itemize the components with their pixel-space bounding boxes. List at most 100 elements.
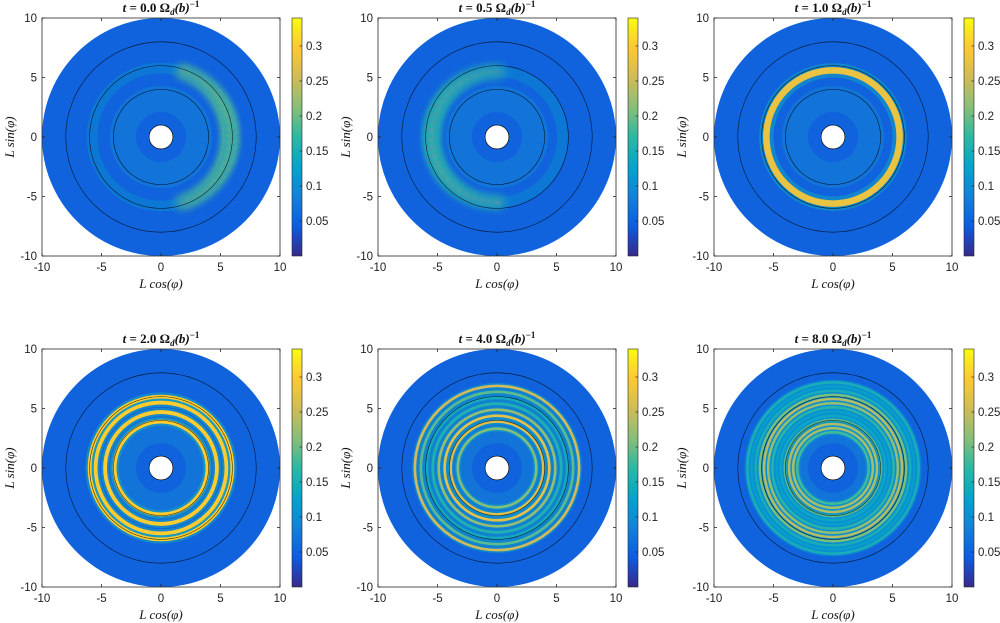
panel-6: -10-10 -5 -5 0 0 5 5 10 10 L cos(φ) L sin(φ) t = 8.… xyxy=(674,330,1000,622)
ambient-band xyxy=(445,85,549,189)
contour-line xyxy=(425,65,569,209)
colorbar-tick-label: 0.25 xyxy=(306,407,328,419)
x-tick-label: 0 xyxy=(494,262,500,274)
x-tick-label: -10 xyxy=(370,593,387,605)
x-tick-label: -5 xyxy=(768,262,778,274)
y-tick-label: 5 xyxy=(31,404,37,416)
contour-line xyxy=(785,420,881,516)
panel-2: -10-10 -5 -5 0 0 5 5 10 10 L cos(φ) L sin(φ) t = 0.… xyxy=(338,0,664,291)
colorbar-tick-label: 0.2 xyxy=(306,111,322,123)
y-tick-label: -5 xyxy=(27,192,37,204)
y-tick-label: -10 xyxy=(356,582,373,594)
y-tick-label: -5 xyxy=(363,192,373,204)
y-axis-label: L sin(φ) xyxy=(674,116,689,158)
contour-line xyxy=(449,89,545,185)
ring xyxy=(413,384,581,552)
y-tick-label: 10 xyxy=(24,344,37,356)
colorbar-tick-label: 0.25 xyxy=(978,407,1000,419)
ring xyxy=(103,410,219,526)
x-tick-label: 5 xyxy=(553,593,559,605)
panel-title: t = 1.0 Ωd(b)−1 xyxy=(795,0,872,17)
contour-line xyxy=(89,65,233,209)
colorbar-tick-label: 0.05 xyxy=(978,547,1000,559)
contour-line xyxy=(401,41,593,233)
colorbar-tick-label: 0.1 xyxy=(978,512,994,524)
colorbar-tick-label: 0.2 xyxy=(978,111,994,123)
contour-line xyxy=(113,420,209,516)
y-tick-label: -10 xyxy=(356,251,373,263)
contour-line xyxy=(737,41,929,233)
colorbar-tick-label: 0.2 xyxy=(642,111,658,123)
crescent-trail xyxy=(426,66,568,208)
x-tick-label: 10 xyxy=(274,262,287,274)
y-tick-label: -10 xyxy=(692,251,709,263)
panel-title: t = 2.0 Ωd(b)−1 xyxy=(123,330,200,348)
colorbar-tick-label: 0.15 xyxy=(642,477,664,489)
ring xyxy=(443,414,551,522)
panel-title: t = 8.0 Ωd(b)−1 xyxy=(795,330,872,348)
x-tick-label: -10 xyxy=(370,262,387,274)
ring xyxy=(763,67,903,207)
contour-line xyxy=(449,420,545,516)
ring xyxy=(758,393,908,543)
y-tick-label: 0 xyxy=(31,463,37,475)
panel-1: -10-10 -5 -5 0 0 5 5 10 10 L cos(φ) L sin(φ) t = 0.… xyxy=(2,0,328,291)
colorbar-tick-label: 0.1 xyxy=(306,181,322,193)
contour-line xyxy=(401,372,593,564)
colorbar xyxy=(291,17,303,257)
colorbar-tick-label: 0.15 xyxy=(306,146,328,158)
inner-hole xyxy=(148,124,174,150)
y-tick-label: 10 xyxy=(696,13,709,25)
x-tick-label: 0 xyxy=(494,593,500,605)
contour-line xyxy=(113,89,209,185)
colorbar-tick-label: 0.2 xyxy=(642,442,658,454)
x-tick-label: 5 xyxy=(553,262,559,274)
colorbar-tick-label: 0.25 xyxy=(642,407,664,419)
x-tick-label: -10 xyxy=(706,262,723,274)
crescent-blob xyxy=(166,55,198,87)
colorbar-tick-label: 0.05 xyxy=(642,547,664,559)
colorbar-tick-label: 0.2 xyxy=(306,442,322,454)
panel-5: -10-10 -5 -5 0 0 5 5 10 10 L cos(φ) L sin(φ) t = 4.… xyxy=(338,330,664,622)
y-tick-label: 5 xyxy=(31,73,37,85)
y-tick-label: 0 xyxy=(367,463,373,475)
y-tick-label: -5 xyxy=(27,523,37,535)
colorbar-tick-label: 0.3 xyxy=(642,372,658,384)
y-axis-label: L sin(φ) xyxy=(338,447,353,489)
inner-hole xyxy=(484,455,510,481)
colorbar-tick-label: 0.1 xyxy=(642,512,658,524)
y-axis-label: L sin(φ) xyxy=(2,447,17,489)
ring xyxy=(787,422,879,514)
colorbar-tick-label: 0.3 xyxy=(306,41,322,53)
colorbar xyxy=(627,348,639,588)
ring xyxy=(775,410,891,526)
x-tick-label: 0 xyxy=(830,593,836,605)
x-tick-label: 10 xyxy=(610,593,623,605)
colorbar-tick-label: 0.15 xyxy=(642,146,664,158)
ring xyxy=(449,420,545,516)
colorbar xyxy=(963,348,975,588)
x-tick-label: -10 xyxy=(34,593,51,605)
y-tick-label: 10 xyxy=(360,13,373,25)
y-tick-label: 10 xyxy=(24,13,37,25)
colorbar-tick-label: 0.2 xyxy=(978,442,994,454)
x-tick-label: 10 xyxy=(274,593,287,605)
contour-line xyxy=(737,372,929,564)
x-tick-label: -10 xyxy=(34,262,51,274)
y-axis-label: L sin(φ) xyxy=(338,116,353,158)
ring xyxy=(762,397,904,539)
x-tick-label: 10 xyxy=(610,262,623,274)
x-tick-label: 10 xyxy=(946,593,959,605)
y-tick-label: -5 xyxy=(699,523,709,535)
inner-hole xyxy=(484,124,510,150)
x-tick-label: 5 xyxy=(889,593,895,605)
colorbar-tick-label: 0.15 xyxy=(978,477,1000,489)
x-tick-label: 0 xyxy=(158,262,164,274)
colorbar-tick-label: 0.3 xyxy=(978,41,994,53)
colorbar xyxy=(291,348,303,588)
ring xyxy=(437,408,557,528)
ambient-band xyxy=(109,85,213,189)
colorbar xyxy=(627,17,639,257)
ring xyxy=(419,390,575,546)
